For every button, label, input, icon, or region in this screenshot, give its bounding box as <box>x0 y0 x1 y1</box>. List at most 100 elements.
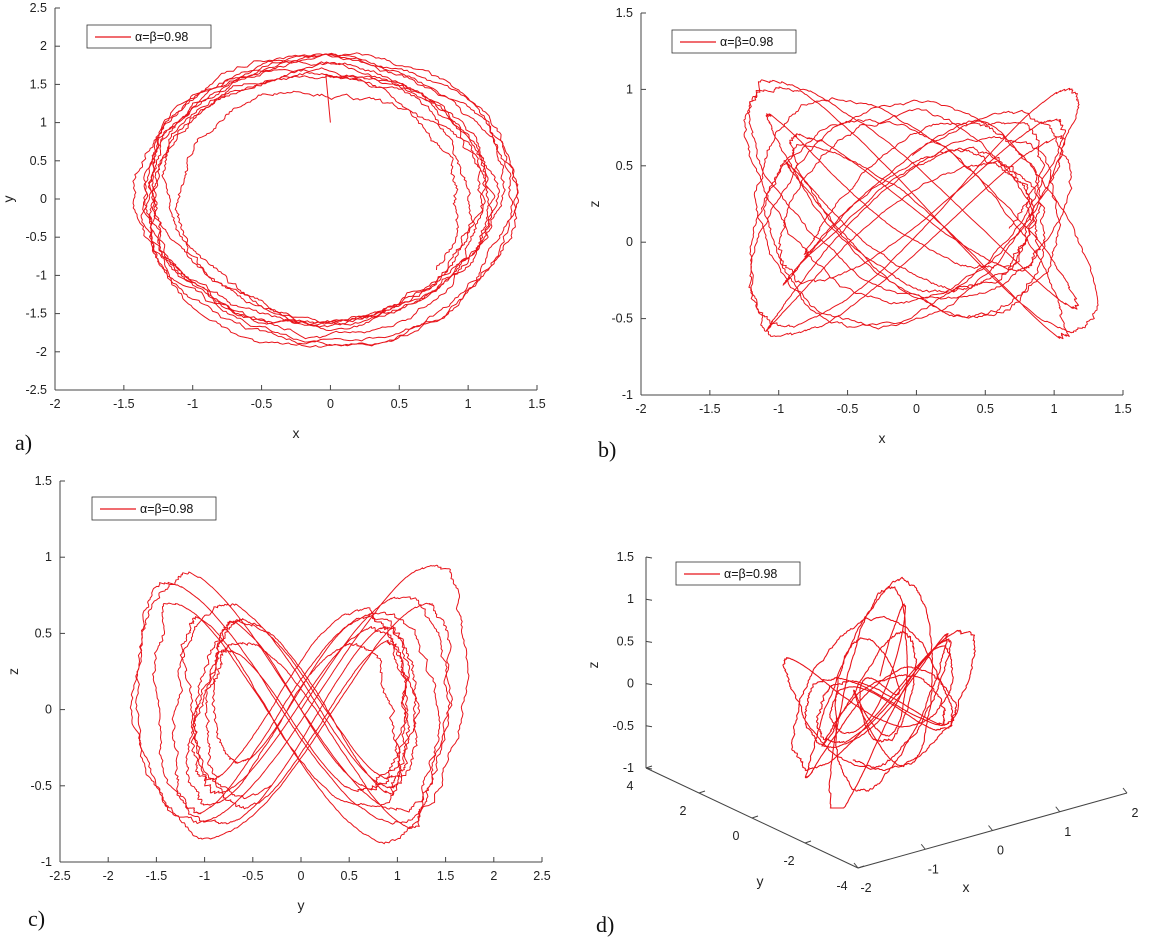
y-axis-label: z <box>5 668 21 675</box>
x-axis-label: x <box>879 430 886 446</box>
x-tick-mark <box>988 825 993 831</box>
x-tick-label: 0 <box>327 397 334 411</box>
x-tick-label: 0 <box>997 844 1004 858</box>
panel-c: -2.5 -2 -1.5 -1 -0.5 0 0.5 1 1.5 2 2.5 -1 -0.5 0 0.5 1 1… <box>5 474 551 913</box>
x-tick-label: -1 <box>199 869 210 883</box>
y-tick-label: 0 <box>733 829 740 843</box>
legend-label: α=β=0.98 <box>720 35 773 49</box>
x-tick-label: -1 <box>773 402 784 416</box>
x-tick-label: 1.5 <box>1114 402 1131 416</box>
x-tick-label: 0 <box>298 869 305 883</box>
y-tick-label: -1.5 <box>25 307 47 321</box>
z-tick-label: 1.5 <box>617 550 634 564</box>
z-tick-mark <box>645 598 653 601</box>
panel-label-d: d) <box>596 912 614 937</box>
x-tick-label: -1 <box>928 862 939 876</box>
series-line <box>782 576 976 809</box>
panel-label-a: a) <box>15 430 32 455</box>
z-tick-mark <box>645 725 653 728</box>
x-tick-label: 2 <box>490 869 497 883</box>
panel-label-c: c) <box>28 906 45 931</box>
x-tick-mark <box>853 862 859 869</box>
y-tick-label: 2 <box>680 804 687 818</box>
x-tick-label: -1 <box>187 397 198 411</box>
y-tick-label: -0.5 <box>30 779 52 793</box>
x-tick-label: -2 <box>860 881 871 895</box>
z-tick-label: -1 <box>623 761 634 775</box>
y-tick-label: -1 <box>41 855 52 869</box>
y-tick-label: -4 <box>836 879 847 893</box>
x-tick-label: 0.5 <box>977 402 994 416</box>
z-tick-mark <box>645 556 653 559</box>
y-axis-label: y <box>0 196 16 203</box>
x-axis-label: x <box>293 425 300 441</box>
y-tick-mark <box>804 840 812 844</box>
y-tick-label: 1 <box>626 82 633 96</box>
z-tick-mark <box>645 683 653 686</box>
z-tick-label: 1 <box>627 592 634 606</box>
x-tick-label: -2 <box>635 402 646 416</box>
y-tick-label: -2.5 <box>25 383 47 397</box>
x-tick-label: 1.5 <box>528 397 545 411</box>
y-axis-label: z <box>586 201 602 208</box>
y-tick-label: 1.5 <box>35 474 52 488</box>
y-axis-label: y <box>757 873 764 889</box>
legend-label: α=β=0.98 <box>135 30 188 44</box>
y-tick-label: -2 <box>36 345 47 359</box>
x-tick-label: -1.5 <box>146 869 168 883</box>
y-tick-label: 0.5 <box>35 626 52 640</box>
z-tick-label: 0.5 <box>617 634 634 648</box>
y-tick-mark <box>751 815 759 819</box>
x-axis-label: y <box>298 897 305 913</box>
y-tick-label: 0 <box>40 192 47 206</box>
y-tick-label: -2 <box>783 854 794 868</box>
x-tick-label: -1.5 <box>699 402 721 416</box>
y-tick-label: 4 <box>627 779 634 793</box>
z-tick-label: -0.5 <box>612 719 634 733</box>
y-tick-label: 0.5 <box>616 159 633 173</box>
legend-label: α=β=0.98 <box>140 502 193 516</box>
x-tick-label: -0.5 <box>242 869 264 883</box>
x-tick-label: 1 <box>465 397 472 411</box>
y-tick-label: 1.5 <box>616 6 633 20</box>
y-tick-label: 2.5 <box>30 1 47 15</box>
legend-box <box>675 561 801 586</box>
y-tick-label: 0.5 <box>30 154 47 168</box>
series-line <box>129 564 470 845</box>
x-tick-label: -1.5 <box>113 397 135 411</box>
y-tick-label: -1 <box>622 388 633 402</box>
y-tick-label: -0.5 <box>25 230 47 244</box>
x-tick-label: -2 <box>103 869 114 883</box>
panel-label-b: b) <box>598 437 616 462</box>
x-tick-label: 1 <box>394 869 401 883</box>
x-tick-label: 0 <box>913 402 920 416</box>
legend-label: α=β=0.98 <box>724 567 777 581</box>
x-tick-mark <box>1122 787 1128 794</box>
y-tick-label: 2 <box>40 39 47 53</box>
z-tick-label: 0 <box>627 677 634 691</box>
y-tick-mark <box>645 765 653 769</box>
x-tick-label: -2 <box>49 397 60 411</box>
x-axis-label: x <box>963 879 970 895</box>
x-tick-mark <box>920 843 926 850</box>
series-line <box>743 79 1099 340</box>
legend-box <box>86 24 212 49</box>
panel-d: -1 -0.5 0 0.5 1 1.5 z -4 -2 0 2 4 y -2 -1 0 1 2 x α=β=0.98 <box>585 550 1139 895</box>
y-tick-label: 1.5 <box>30 77 47 91</box>
x-tick-mark <box>1055 806 1061 813</box>
x-tick-label: -0.5 <box>251 397 273 411</box>
y-tick-label: 1 <box>45 550 52 564</box>
y-tick-label: 0 <box>626 235 633 249</box>
x-tick-label: 0.5 <box>391 397 408 411</box>
x-tick-label: 0.5 <box>341 869 358 883</box>
x-tick-label: -2.5 <box>49 869 71 883</box>
x-tick-label: 1 <box>1051 402 1058 416</box>
x-tick-label: 2.5 <box>533 869 550 883</box>
series-line <box>132 52 519 348</box>
x-tick-label: -0.5 <box>837 402 859 416</box>
y-tick-label: -0.5 <box>611 312 633 326</box>
panel-a: -2 -1.5 -1 -0.5 0 0.5 1 1.5-2.5-2-1.5-1-0.500.5… <box>0 1 546 441</box>
panel-b: -2 -1.5 -1 -0.5 0 0.5 1 1.5 -1 -0.5 0 0.5 1 1.5 x z α=β=… <box>586 6 1132 446</box>
x-tick-label: 2 <box>1132 806 1139 820</box>
